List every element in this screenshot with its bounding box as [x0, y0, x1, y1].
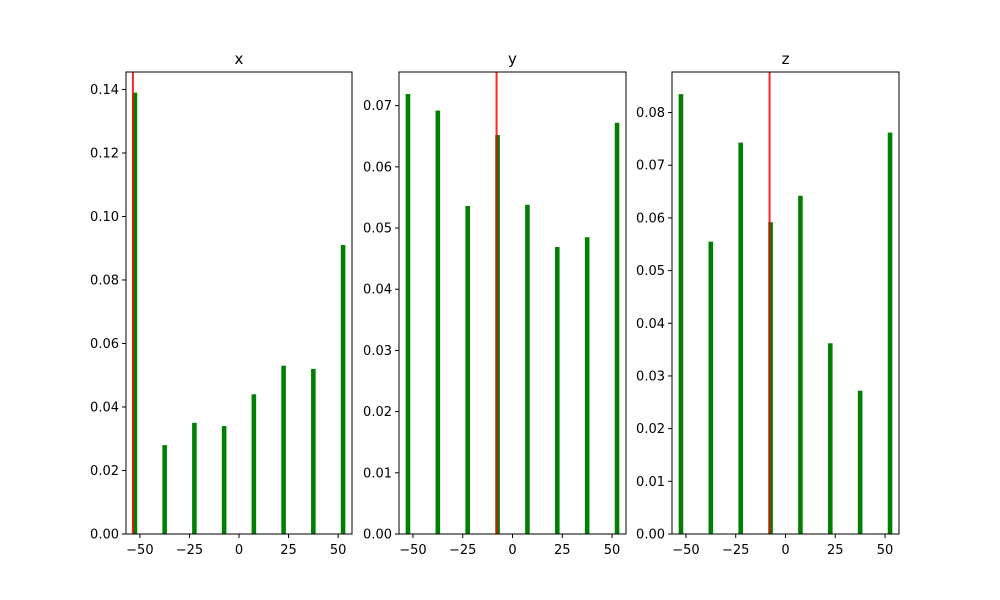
- y-tick-label: 0.02: [636, 422, 665, 437]
- y-tick-label: 0.01: [363, 466, 392, 481]
- bar: [525, 204, 530, 534]
- y-tick-label: 0.06: [90, 337, 119, 352]
- y-tick-label: 0.04: [363, 283, 392, 298]
- bar: [887, 132, 893, 534]
- y-tick-label: 0.00: [363, 528, 392, 543]
- plot-area: [678, 72, 893, 534]
- x-tick-label: −25: [722, 543, 749, 558]
- bar: [132, 92, 138, 534]
- y-tick-label: 0.05: [363, 222, 392, 237]
- bar: [708, 241, 714, 534]
- chart-panel-y: −50 −25 0 25 50 0.00 0.01 0.02 0.03 0.04 0.05 0.06 0…: [363, 50, 627, 558]
- x-tick-label: 50: [877, 543, 894, 558]
- chart-title: x: [235, 50, 244, 68]
- bar: [221, 426, 227, 534]
- bar: [162, 445, 167, 534]
- x-tick-label: −25: [449, 543, 476, 558]
- y-tick-label: 0.12: [90, 146, 119, 161]
- x-tick-label: −50: [399, 543, 426, 558]
- x-tick-label: 25: [280, 543, 297, 558]
- y-tick-label: 0.10: [90, 210, 119, 225]
- bar: [614, 122, 620, 534]
- bar: [251, 394, 257, 534]
- bar: [340, 245, 346, 534]
- y-tick-label: 0.02: [363, 405, 392, 420]
- y-tick-label: 0.14: [90, 83, 119, 98]
- bar: [465, 206, 470, 534]
- y-tick-label: 0.03: [636, 369, 665, 384]
- y-tick-label: 0.08: [636, 106, 665, 121]
- plot-area: [131, 72, 346, 534]
- y-tick-label: 0.03: [363, 344, 392, 359]
- bar: [405, 94, 411, 534]
- bar: [768, 222, 773, 534]
- bar: [678, 94, 684, 534]
- y-tick-label: 0.04: [636, 317, 665, 332]
- bar: [584, 237, 590, 534]
- bar: [281, 365, 286, 534]
- x-tick-label: 25: [554, 543, 571, 558]
- bar: [828, 343, 833, 534]
- chart-title: z: [782, 50, 790, 68]
- x-tick-label: 0: [235, 543, 243, 558]
- x-tick-label: 50: [330, 543, 347, 558]
- x-tick-label: 50: [604, 543, 621, 558]
- y-tick-label: 0.07: [363, 99, 392, 114]
- x-tick-label: −50: [672, 543, 699, 558]
- y-tick-label: 0.08: [90, 273, 119, 288]
- x-tick-label: 25: [827, 543, 844, 558]
- y-tick-label: 0.05: [636, 264, 665, 279]
- chart-panel-x: −50 −25 0 25 50 0.00 0.02 0.04 0.06 0.08 0.10 0.12 0…: [90, 50, 353, 558]
- bar: [435, 110, 441, 534]
- bar: [798, 195, 803, 534]
- bar: [555, 247, 560, 534]
- x-tick-label: 0: [781, 543, 789, 558]
- bar: [311, 368, 316, 534]
- chart-panel-z: −50 −25 0 25 50 0.00 0.01 0.02 0.03 0.04 0.05 0.06 0…: [636, 50, 900, 558]
- plot-area: [405, 72, 620, 534]
- bar: [738, 142, 743, 534]
- chart-title: y: [508, 50, 517, 68]
- y-tick-label: 0.04: [90, 400, 119, 415]
- y-tick-label: 0.07: [636, 159, 665, 174]
- y-tick-label: 0.00: [636, 528, 665, 543]
- y-tick-label: 0.06: [636, 211, 665, 226]
- y-tick-label: 0.02: [90, 464, 119, 479]
- x-tick-label: −50: [126, 543, 153, 558]
- x-tick-label: 0: [508, 543, 516, 558]
- x-tick-label: −25: [176, 543, 203, 558]
- y-tick-label: 0.01: [636, 475, 665, 490]
- bar: [857, 390, 863, 534]
- y-tick-label: 0.06: [363, 160, 392, 175]
- y-tick-label: 0.00: [90, 528, 119, 543]
- bar: [192, 422, 197, 534]
